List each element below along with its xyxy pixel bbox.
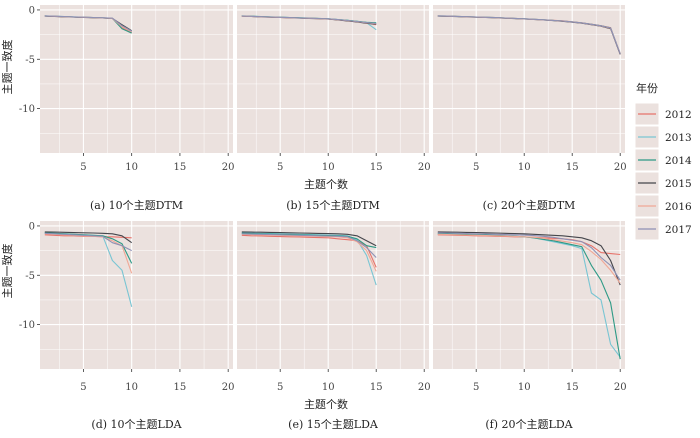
x-tick-label: 20 [418,162,431,173]
x-tick-label: 10 [322,162,335,173]
y-tick-label: -5 [25,55,35,66]
panel-caption: (a) 10个主题DTM [90,199,183,212]
y-tick-label: -10 [19,320,35,331]
legend-entry-2016: 2016 [634,194,692,218]
legend-label: 2012 [665,109,692,121]
legend-entry-2013: 2013 [634,125,692,149]
y-tick-label: -5 [25,271,35,282]
y-tick-label: 0 [29,5,35,16]
y-axis-label-bottom: 主题一致度 [0,244,14,299]
panel-background [433,5,625,153]
legend-label: 2015 [665,178,692,190]
y-tick-label: 0 [29,221,35,232]
x-tick-label: 5 [473,162,479,173]
legend-entry-2012: 2012 [634,102,692,126]
x-tick-label: 10 [322,382,335,393]
legend-entry-2015: 2015 [634,171,692,195]
x-tick-label: 15 [566,162,579,173]
panel-5: 5 10 15 20 (e) 15个主题LDA [237,221,431,431]
x-tick-label: 15 [174,382,187,393]
series-line-2017 [241,15,377,25]
series-line-2015 [437,231,621,286]
panel-6: 5 10 15 20 (f) 20个主题LDA [433,221,627,431]
panel-1: 5 10 15 20 0 -5 -10 (a) 10个主题DTM [19,5,235,212]
series-line-2017 [44,15,132,32]
x-tick-label: 15 [566,382,579,393]
series-line-2017 [241,233,377,258]
series-line-2015 [241,231,377,247]
panel-3: 5 10 15 20 (c) 20个主题DTM [433,5,627,212]
legend: 年份 2012 2013 2014 2015 2016 2017 [634,81,692,241]
legend-title: 年份 [636,81,658,95]
x-tick-label: 10 [518,382,531,393]
x-tick-label: 15 [174,162,187,173]
panel-caption: (c) 20个主题DTM [483,199,576,212]
panel-background [237,5,429,153]
x-tick-label: 10 [125,382,138,393]
series-line-2017 [437,232,621,281]
x-tick-label: 20 [418,382,431,393]
panel-2: 5 10 15 20 (b) 15个主题DTM [237,5,431,212]
x-tick-label: 15 [370,162,383,173]
x-tick-label: 5 [277,382,283,393]
x-axis-label-top: 主题个数 [304,178,348,191]
legend-keys: 2012 2013 2014 2015 2016 2017 [634,102,692,241]
panel-background [237,221,429,369]
panel-caption: (e) 15个主题LDA [288,418,379,431]
x-tick-label: 20 [614,382,627,393]
panel-caption: (b) 15个主题DTM [286,199,380,212]
panel-background [433,221,625,369]
x-tick-label: 20 [222,382,235,393]
legend-entry-2014: 2014 [634,148,692,172]
x-tick-label: 5 [80,382,86,393]
legend-label: 2013 [665,132,692,144]
x-tick-label: 10 [125,162,138,173]
legend-entry-2017: 2017 [634,217,692,241]
x-tick-label: 10 [518,162,531,173]
series-line-2015 [44,231,133,244]
x-tick-label: 5 [277,162,283,173]
x-tick-label: 15 [370,382,383,393]
x-tick-label: 20 [614,162,627,173]
panel-caption: (f) 20个主题LDA [485,418,573,431]
legend-label: 2017 [665,224,692,236]
panel-4: 5 10 15 20 0 -5 -10 (d) 10个主题LDA [19,221,235,431]
panels: 5 10 15 20 0 -5 -10 (a) 10个主题DTM 5 10 15 20 (b) 15个主… [19,5,627,431]
series-line-2016 [437,233,621,284]
series-line-2017 [437,15,621,54]
panel-background [40,221,233,369]
y-tick-label: -10 [19,104,35,115]
x-tick-label: 5 [473,382,479,393]
y-axis-label-top: 主题一致度 [0,40,14,95]
legend-label: 2014 [665,155,692,167]
x-tick-label: 5 [80,162,86,173]
series-line-2017 [44,232,132,252]
x-axis-label-bottom: 主题个数 [304,398,348,411]
x-tick-label: 20 [222,162,235,173]
panel-background [40,5,233,153]
legend-label: 2016 [665,201,692,213]
panel-caption: (d) 10个主题LDA [91,418,182,431]
